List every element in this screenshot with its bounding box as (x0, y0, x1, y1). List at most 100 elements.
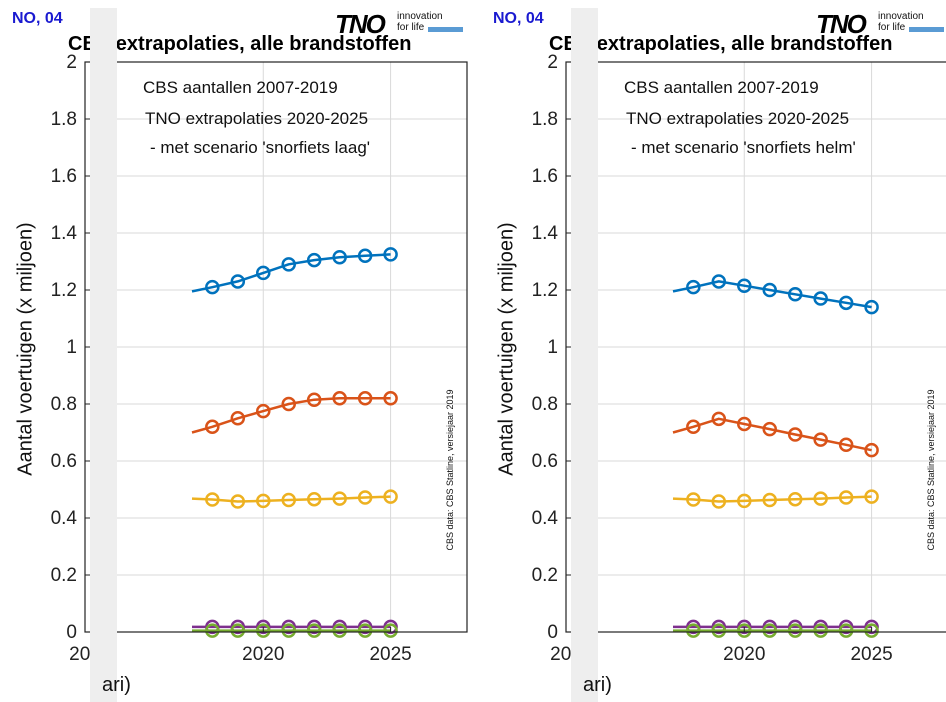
data-point (711, 494, 727, 509)
y-tick-label: 1.8 (532, 109, 558, 130)
tno-logo-tagline: innovation for life (397, 11, 443, 33)
x-tick-label: 2025 (369, 644, 411, 665)
y-tick-label: 0.2 (532, 565, 558, 586)
tno-logo-bar (909, 27, 944, 32)
tno-logo-bar (428, 27, 463, 32)
data-point (838, 295, 854, 311)
data-point (737, 278, 752, 293)
data-point (230, 494, 246, 509)
occluding-strip (571, 8, 598, 702)
y-tick-label: 2 (66, 52, 77, 73)
data-point (383, 247, 398, 262)
series-line-2 (672, 495, 872, 503)
tno-logo: TNO innovation for life (816, 9, 946, 40)
series-line-2 (191, 495, 391, 503)
data-point (230, 623, 246, 638)
plot-code-label: NO, 04 (493, 10, 544, 27)
data-point (762, 282, 777, 298)
occluding-strip (90, 8, 117, 702)
x-axis-label: ari) (102, 674, 131, 696)
y-tick-label: 0.4 (532, 508, 559, 529)
data-point (711, 411, 727, 427)
data-point (205, 279, 220, 295)
tno-logo-word: TNO (335, 9, 386, 39)
x-tick-label: 2020 (723, 644, 765, 665)
y-tick-label: 2 (547, 52, 558, 73)
y-tick-label: 0.8 (51, 394, 77, 415)
data-point (205, 492, 220, 507)
data-point (383, 391, 398, 406)
data-point (787, 491, 803, 507)
data-point (711, 274, 727, 289)
y-tick-label: 1.2 (532, 280, 558, 301)
data-point (762, 623, 777, 638)
tno-logo-tagline: innovation for life (878, 11, 924, 33)
data-point (383, 489, 398, 504)
data-point (762, 492, 777, 508)
data-point (256, 493, 271, 509)
data-point (787, 427, 803, 442)
x-axis-label: ari) (583, 674, 612, 696)
data-point (306, 491, 322, 507)
data-point (813, 432, 828, 447)
data-point (787, 287, 803, 302)
series-line-0 (672, 280, 872, 309)
data-point (787, 623, 803, 638)
data-point (838, 623, 854, 638)
y-tick-label: 1.2 (51, 280, 77, 301)
data-point (281, 492, 296, 508)
data-point (306, 623, 322, 638)
data-point (813, 291, 828, 306)
data-point (686, 279, 701, 295)
data-point (737, 493, 752, 509)
y-axis-label: Aantal voertuigen (x miljoen) (495, 222, 518, 476)
data-point (813, 491, 828, 506)
y-tick-label: 0.2 (51, 565, 77, 586)
source-note: CBS data: CBS Statline, versiejaar 2019 (926, 389, 936, 551)
y-tick-label: 1.6 (51, 166, 77, 187)
data-point (813, 623, 828, 638)
data-point (864, 489, 879, 504)
data-point (864, 623, 879, 638)
data-point (332, 391, 347, 406)
data-point (306, 252, 322, 268)
y-tick-label: 1.8 (51, 109, 77, 130)
data-point (256, 403, 271, 419)
source-note: CBS data: CBS Statline, versiejaar 2019 (445, 389, 455, 551)
data-point (357, 490, 373, 505)
data-point (864, 442, 879, 458)
x-tick-label: 2025 (850, 644, 892, 665)
data-point (838, 437, 854, 453)
annotation-line-1: CBS aantallen 2007-2019 (624, 78, 819, 97)
annotation-line-3: - met scenario 'snorfiets laag' (150, 138, 371, 157)
data-point (230, 274, 246, 289)
data-point (281, 257, 296, 272)
y-tick-label: 1 (547, 337, 558, 358)
tno-logo-word: TNO (816, 9, 867, 39)
data-point (737, 623, 752, 638)
series-line-1 (672, 417, 872, 452)
data-point (864, 299, 879, 315)
data-point (357, 391, 373, 406)
data-point (686, 492, 701, 507)
series-line-1 (191, 397, 391, 434)
y-tick-label: 1.6 (532, 166, 558, 187)
y-axis-label: Aantal voertuigen (x miljoen) (14, 222, 37, 476)
data-point (332, 491, 347, 506)
y-tick-label: 0.6 (532, 451, 558, 472)
y-tick-label: 0.8 (532, 394, 558, 415)
data-point (686, 623, 701, 638)
y-tick-label: 0 (66, 622, 77, 643)
data-point (281, 396, 296, 412)
data-point (711, 623, 727, 638)
annotation-line-1: CBS aantallen 2007-2019 (143, 78, 338, 97)
annotation-line-2: TNO extrapolaties 2020-2025 (626, 109, 850, 128)
data-point (230, 411, 246, 426)
data-point (737, 416, 752, 432)
data-point (205, 419, 220, 435)
data-point (357, 623, 373, 638)
data-point (281, 623, 296, 638)
data-point (383, 623, 398, 638)
annotation-line-2: TNO extrapolaties 2020-2025 (145, 109, 369, 128)
